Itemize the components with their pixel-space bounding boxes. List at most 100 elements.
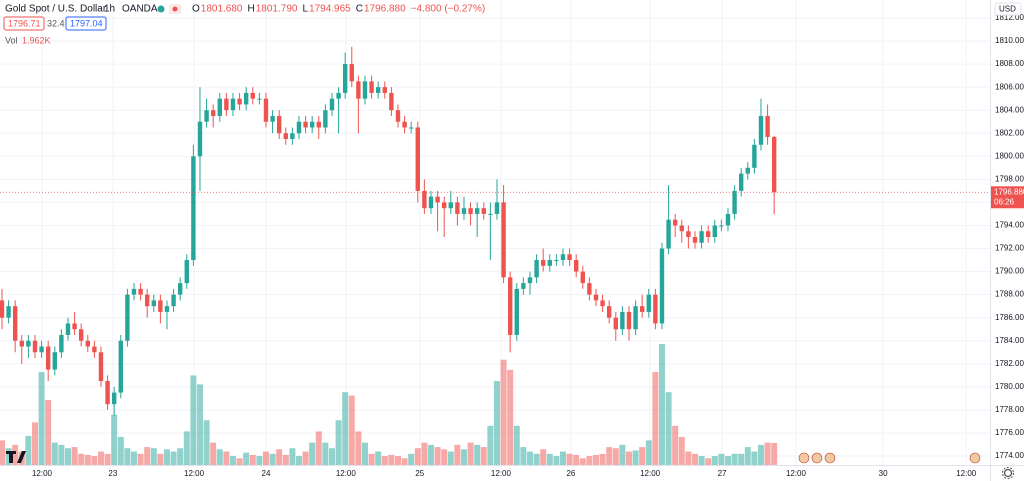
y-tick-label: 1806.000 [995, 82, 1024, 91]
candles [0, 46, 777, 416]
candle-body [606, 306, 612, 318]
candle-body [527, 277, 533, 284]
vol-value: 1.962K [22, 35, 51, 45]
volume-pane [0, 344, 778, 465]
ohlc-value: 1801.790 [256, 4, 298, 15]
volume-bar [302, 451, 309, 465]
candle-body [758, 115, 764, 145]
volume-bar [97, 451, 104, 465]
volume-bar [243, 452, 250, 465]
volume-bar [348, 395, 355, 465]
volume-bar [104, 453, 111, 465]
volume-bar [658, 344, 665, 465]
status-dot[interactable] [157, 5, 165, 13]
volume-bar [210, 442, 217, 465]
candle-body [59, 334, 64, 353]
candle-body [356, 81, 361, 99]
candle-body [78, 329, 84, 341]
candle-body [626, 311, 632, 330]
candle-body [230, 98, 236, 111]
volume-bar [408, 453, 415, 465]
volume-bar [691, 453, 698, 465]
volume-bar [757, 444, 764, 465]
candle-body [738, 173, 744, 191]
y-tick-label: 1788.000 [995, 290, 1024, 299]
volume-bar [38, 372, 45, 465]
candle-body [369, 81, 374, 93]
volume-bar [771, 443, 778, 465]
candle-body [375, 87, 381, 93]
candle-body [12, 306, 18, 341]
candle-body [521, 283, 526, 289]
volume-bar [388, 454, 395, 465]
volume-bar [236, 458, 243, 465]
candle-body [501, 202, 506, 278]
volume-bar [368, 453, 375, 465]
volume-bar [533, 453, 540, 465]
candle-body [283, 133, 288, 140]
ohlc-key: H [248, 4, 255, 15]
ask-box[interactable] [65, 16, 107, 31]
candle-body [151, 300, 156, 307]
x-tick-label: 27 [718, 469, 727, 478]
candle-body [177, 283, 183, 295]
volume-bar [381, 456, 388, 465]
candle-body [547, 260, 552, 266]
volume-bar [487, 425, 494, 465]
volume-bar [196, 384, 203, 465]
candle-body [448, 202, 453, 209]
candle-body [679, 225, 684, 232]
volume-bar [375, 451, 382, 465]
volume-bar [203, 420, 210, 465]
volume-bar [553, 456, 560, 465]
volume-bar [262, 451, 269, 465]
candle-body [745, 167, 750, 174]
x-tick-label: 12:00 [956, 469, 977, 478]
ohlc-key: O [192, 4, 200, 15]
y-tick-label: 1808.000 [995, 59, 1024, 68]
ohlc-key: L [302, 4, 308, 15]
settings-icon[interactable] [1002, 467, 1014, 479]
candle-body [111, 392, 117, 405]
x-tick-label: 24 [262, 469, 271, 478]
candle-body [422, 190, 427, 209]
y-tick-label: 1810.000 [995, 36, 1024, 45]
volume-bar [269, 453, 276, 465]
y-tick-label: 1784.000 [995, 336, 1024, 345]
currency-button[interactable] [994, 2, 1022, 16]
candle-body [362, 81, 368, 99]
volume-bar [460, 449, 467, 465]
candle-body [435, 196, 440, 203]
bid-box[interactable] [3, 16, 45, 31]
volume-bar [625, 451, 632, 465]
volume-bar [592, 454, 599, 465]
event-icons [798, 452, 981, 464]
volume-bar [586, 456, 593, 465]
candle-body [276, 115, 282, 134]
candle-body [646, 294, 651, 312]
candle-body [771, 136, 777, 193]
candle-body [461, 208, 467, 214]
source: OANDA [122, 4, 158, 15]
volume-bar [177, 448, 184, 465]
candle-body [197, 121, 203, 157]
ohlc-key: C [356, 4, 363, 15]
candle-body [125, 294, 130, 341]
candle-body [237, 98, 242, 105]
candle-body [131, 288, 137, 295]
volume-bar [672, 425, 679, 465]
candle-body [98, 352, 104, 382]
candle-body [752, 144, 757, 168]
candle-body [290, 133, 295, 140]
y-tick-label: 1786.000 [995, 313, 1024, 322]
candle-body [329, 98, 335, 111]
volume-bar [546, 453, 553, 465]
candle-body [158, 300, 163, 312]
y-tick-label: 1794.000 [995, 221, 1024, 230]
volume-bar [414, 448, 421, 465]
candle-body [65, 323, 71, 335]
volume-bar [190, 375, 197, 465]
volume-bar [751, 451, 758, 465]
last-price-label: 1796.880 [994, 187, 1024, 196]
y-tick-label: 1776.000 [995, 428, 1024, 437]
